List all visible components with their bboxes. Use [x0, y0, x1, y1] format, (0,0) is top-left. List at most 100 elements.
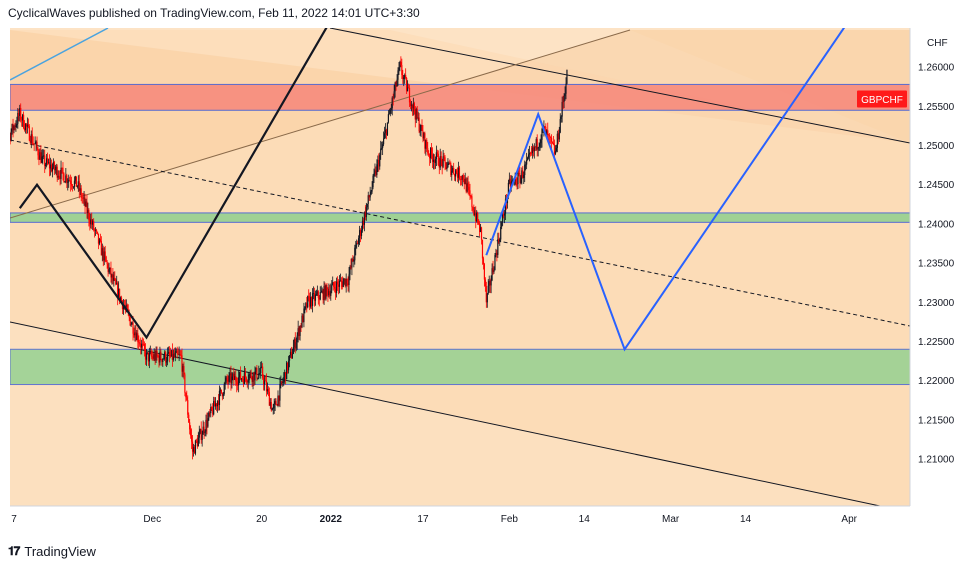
candle-body: [143, 343, 145, 345]
support-zone: [10, 348, 910, 386]
candle-body: [7, 142, 8, 143]
candle-body: [103, 251, 105, 261]
y-tick-label: 1.23500: [918, 259, 955, 270]
candle-body: [159, 351, 161, 363]
candle-body: [129, 317, 131, 326]
candle-body: [50, 164, 53, 172]
candle-body: [374, 170, 376, 174]
candle-body: [303, 308, 305, 323]
candle-body: [255, 367, 257, 372]
candle-body: [562, 101, 564, 103]
price-axis[interactable]: 1.26000 1.25500 1.25000 1.24500 1.24000 1.235…: [918, 63, 955, 466]
candle-body: [361, 220, 364, 231]
candle-body: [551, 137, 553, 142]
footer-brand[interactable]: 𝟏𝟕 TradingView: [8, 541, 96, 561]
candle-body: [211, 407, 213, 410]
candle-body: [78, 181, 80, 191]
candle-body: [406, 78, 408, 92]
candle-body: [312, 293, 315, 294]
candle-body: [443, 156, 445, 158]
candle-body: [163, 358, 165, 360]
candle-body: [106, 261, 108, 265]
candle-body: [179, 354, 181, 356]
candle-body: [99, 239, 101, 242]
candlestick-series: [7, 56, 568, 460]
candle-body: [384, 129, 387, 134]
candle-body: [115, 279, 117, 285]
candle-body: [366, 203, 368, 208]
candle-body: [468, 186, 470, 191]
candle-body: [563, 96, 565, 102]
candle-body: [164, 352, 166, 359]
candle-body: [349, 266, 351, 275]
candle-body: [351, 258, 353, 268]
candle-body: [417, 117, 419, 119]
candle-body: [98, 239, 101, 244]
candle-body: [548, 134, 550, 136]
candle-body: [186, 397, 188, 401]
candle-body: [287, 360, 290, 371]
time-axis[interactable]: 7 Dec 20 2022 17 Feb 14 Mar 14 Apr: [11, 514, 857, 525]
candle-body: [67, 181, 69, 183]
candle-body: [220, 389, 222, 393]
candle-body: [415, 109, 417, 120]
candle-body: [471, 196, 473, 208]
candle-body: [268, 391, 270, 406]
candle-body: [539, 143, 541, 147]
candle-body: [391, 97, 393, 109]
candle-body: [451, 170, 453, 176]
candle-body: [511, 180, 513, 182]
candle-body: [529, 152, 532, 154]
candle-body: [483, 264, 485, 280]
candle-body: [131, 322, 133, 325]
candle-body: [60, 167, 62, 179]
candle-body: [57, 175, 59, 178]
candle-body: [259, 373, 261, 374]
candle-body: [152, 356, 154, 359]
candle-body: [474, 213, 476, 215]
candle-body: [344, 278, 346, 287]
candle-body: [136, 333, 138, 341]
candle-body: [395, 82, 397, 87]
candle-body: [203, 426, 205, 434]
candle-body: [445, 162, 447, 170]
candle-body: [327, 289, 329, 296]
y-tick-label: 1.25000: [918, 141, 955, 152]
candle-body: [236, 381, 238, 386]
candle-body: [219, 389, 221, 391]
candle-body: [545, 126, 547, 136]
candle-body: [232, 373, 234, 377]
candle-body: [126, 304, 128, 310]
candle-body: [63, 173, 65, 183]
candle-body: [375, 170, 377, 175]
candle-body: [257, 377, 259, 379]
candle-body: [473, 210, 475, 215]
candle-body: [243, 372, 245, 384]
candle-body: [113, 277, 115, 281]
candle-body: [260, 367, 262, 374]
candle-body: [166, 361, 168, 363]
candle-body: [431, 147, 433, 155]
candle-body: [284, 372, 286, 378]
candle-body: [549, 135, 551, 137]
candle-body: [80, 188, 82, 198]
candle-body: [169, 355, 172, 357]
candle-body: [385, 129, 388, 135]
candle-body: [105, 256, 107, 262]
mid-support-zone: [10, 212, 910, 223]
candle-body: [400, 61, 402, 66]
candle-body: [503, 213, 506, 216]
candle-body: [263, 380, 266, 385]
candle-body: [536, 139, 538, 150]
candle-body: [184, 374, 186, 393]
candle-body: [23, 127, 26, 130]
candle-body: [89, 220, 91, 225]
candle-body: [298, 328, 300, 337]
candle-body: [270, 401, 272, 411]
symbol-price-label[interactable]: GBPCHF: [857, 90, 907, 108]
candle-body: [365, 207, 367, 218]
candle-body: [12, 124, 14, 131]
candle-body: [386, 122, 389, 135]
candle-body: [313, 293, 316, 301]
